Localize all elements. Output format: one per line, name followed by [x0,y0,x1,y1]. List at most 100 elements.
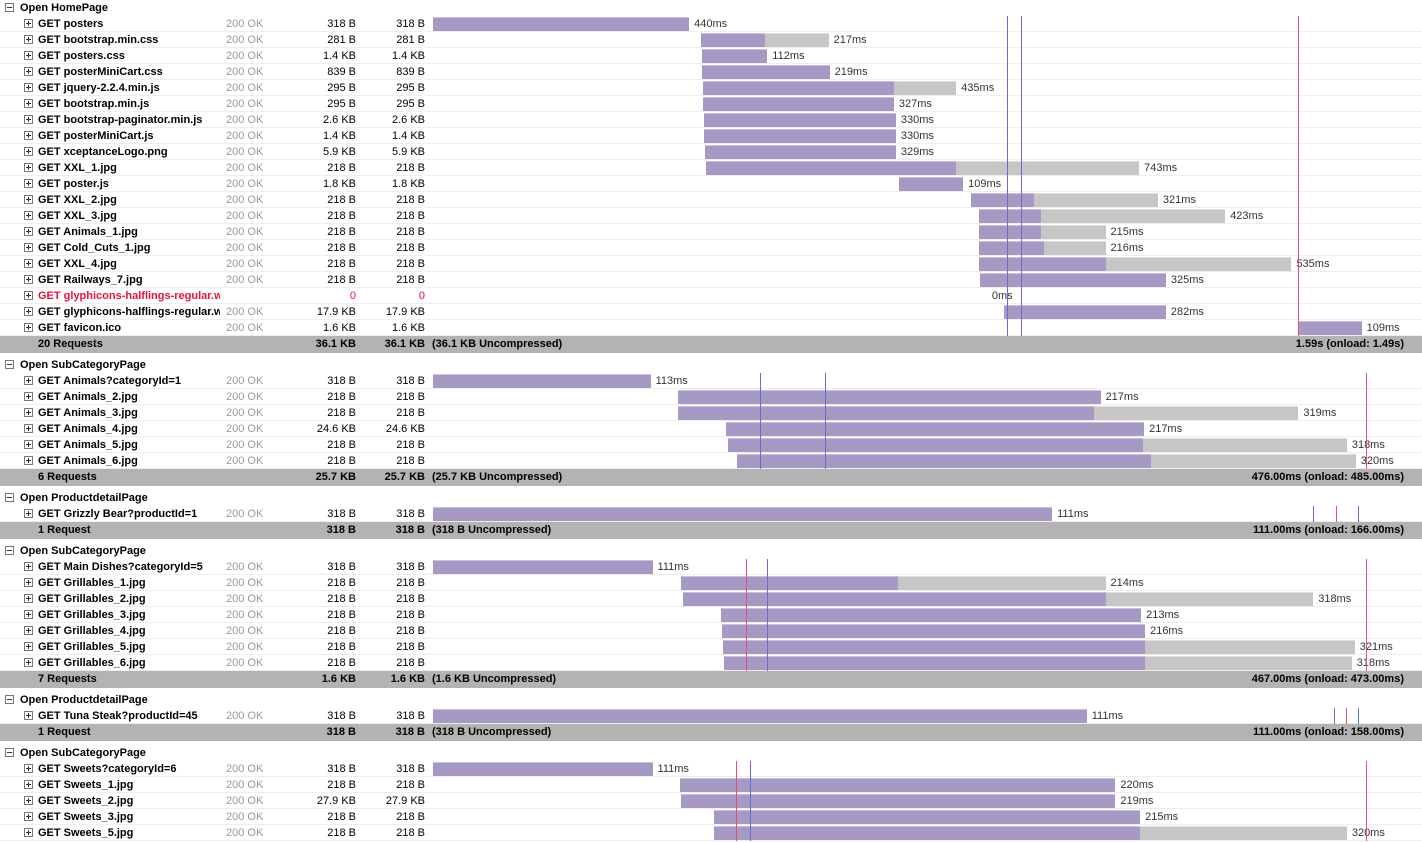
request-size: 1.4 KB [322,50,356,62]
timing-label: 440ms [694,18,728,30]
timing-bar [978,225,1042,239]
group-header[interactable]: Open ProductdetailPage [0,692,1422,708]
expand-icon[interactable] [24,376,33,385]
request-row[interactable]: GET Animals_1.jpg 200 OK 218 B 218 B 215ms [0,224,1422,240]
expand-icon[interactable] [24,323,33,332]
expand-icon[interactable] [24,594,33,603]
request-row[interactable]: GET Grizzly Bear?productId=1 200 OK 318 B 3… [0,506,1422,522]
request-row[interactable]: GET Sweets?categoryId=6 200 OK 318 B 318 B 1… [0,761,1422,777]
request-row[interactable]: GET favicon.ico 200 OK 1.6 KB 1.6 KB 109ms [0,320,1422,336]
expand-icon[interactable] [24,291,33,300]
group-header[interactable]: Open SubCategoryPage [0,357,1422,373]
expand-icon[interactable] [24,275,33,284]
collapse-icon[interactable] [5,3,14,12]
request-row[interactable]: GET Railways_7.jpg 200 OK 218 B 218 B 325ms [0,272,1422,288]
expand-icon[interactable] [24,626,33,635]
expand-icon[interactable] [24,51,33,60]
request-row[interactable]: GET Sweets_1.jpg 200 OK 218 B 218 B 220ms [0,777,1422,793]
expand-icon[interactable] [24,83,33,92]
timing-label: 743ms [1144,162,1178,174]
group-header[interactable]: Open SubCategoryPage [0,543,1422,559]
expand-icon[interactable] [24,243,33,252]
request-row[interactable]: GET Sweets_5.jpg 200 OK 218 B 218 B 320ms [0,825,1422,841]
request-row[interactable]: GET posterMiniCart.css 200 OK 839 B 839 B 21… [0,64,1422,80]
request-size-uncompressed: 218 B [396,609,425,621]
request-row[interactable]: GET Grillables_5.jpg 200 OK 218 B 218 B 321m… [0,639,1422,655]
request-row[interactable]: GET Main Dishes?categoryId=5 200 OK 318 B 3… [0,559,1422,575]
expand-icon[interactable] [24,35,33,44]
expand-icon[interactable] [24,408,33,417]
request-row[interactable]: GET Animals_6.jpg 200 OK 218 B 218 B 320ms [0,453,1422,469]
timing-label: 321ms [1162,194,1196,206]
request-row[interactable]: GET posters 200 OK 318 B 318 B 440ms [0,16,1422,32]
request-row[interactable]: GET poster.js 200 OK 1.8 KB 1.8 KB 109ms [0,176,1422,192]
group-header[interactable]: Open ProductdetailPage [0,490,1422,506]
request-row[interactable]: GET bootstrap.min.js 200 OK 295 B 295 B 327m… [0,96,1422,112]
request-row[interactable]: GET XXL_3.jpg 200 OK 218 B 218 B 423ms [0,208,1422,224]
request-row[interactable]: GET XXL_2.jpg 200 OK 218 B 218 B 321ms [0,192,1422,208]
request-row[interactable]: GET Grillables_4.jpg 200 OK 218 B 218 B 216m… [0,623,1422,639]
request-row[interactable]: GET XXL_1.jpg 200 OK 218 B 218 B 743ms [0,160,1422,176]
request-row[interactable]: GET Grillables_2.jpg 200 OK 218 B 218 B 318m… [0,591,1422,607]
expand-icon[interactable] [24,780,33,789]
expand-icon[interactable] [24,195,33,204]
request-row[interactable]: GET Sweets_2.jpg 200 OK 27.9 KB 27.9 KB 219m… [0,793,1422,809]
collapse-icon[interactable] [5,360,14,369]
expand-icon[interactable] [24,99,33,108]
expand-icon[interactable] [24,67,33,76]
expand-icon[interactable] [24,642,33,651]
expand-icon[interactable] [24,392,33,401]
request-row[interactable]: GET posterMiniCart.js 200 OK 1.4 KB 1.4 KB 3… [0,128,1422,144]
expand-icon[interactable] [24,424,33,433]
expand-icon[interactable] [24,509,33,518]
expand-icon[interactable] [24,19,33,28]
expand-icon[interactable] [24,578,33,587]
request-row[interactable]: GET bootstrap.min.css 200 OK 281 B 281 B 217… [0,32,1422,48]
expand-icon[interactable] [24,828,33,837]
group-summary: 1 Request 318 B 318 B (318 B Uncompressed) 1… [0,724,1422,741]
expand-icon[interactable] [24,456,33,465]
expand-icon[interactable] [24,227,33,236]
group-header[interactable]: Open SubCategoryPage [0,745,1422,761]
expand-icon[interactable] [24,764,33,773]
expand-icon[interactable] [24,163,33,172]
expand-icon[interactable] [24,562,33,571]
request-row[interactable]: GET Sweets_3.jpg 200 OK 218 B 218 B 215ms [0,809,1422,825]
expand-icon[interactable] [24,131,33,140]
request-row[interactable]: GET jquery-2.2.4.min.js 200 OK 295 B 295 B 4… [0,80,1422,96]
expand-icon[interactable] [24,440,33,449]
group-header[interactable]: Open HomePage [0,0,1422,16]
collapse-icon[interactable] [5,493,14,502]
request-row[interactable]: GET posters.css 200 OK 1.4 KB 1.4 KB 112ms [0,48,1422,64]
collapse-icon[interactable] [5,748,14,757]
request-row[interactable]: GET Tuna Steak?productId=45 200 OK 318 B 31… [0,708,1422,724]
request-row[interactable]: GET Animals_4.jpg 200 OK 24.6 KB 24.6 KB 217… [0,421,1422,437]
request-size: 218 B [327,439,356,451]
expand-icon[interactable] [24,658,33,667]
request-row[interactable]: GET Cold_Cuts_1.jpg 200 OK 218 B 218 B 216ms [0,240,1422,256]
request-row[interactable]: GET Animals_5.jpg 200 OK 218 B 218 B 318ms [0,437,1422,453]
expand-icon[interactable] [24,179,33,188]
collapse-icon[interactable] [5,546,14,555]
expand-icon[interactable] [24,796,33,805]
request-row[interactable]: GET Grillables_1.jpg 200 OK 218 B 218 B 214m… [0,575,1422,591]
expand-icon[interactable] [24,307,33,316]
expand-icon[interactable] [24,259,33,268]
request-row[interactable]: GET XXL_4.jpg 200 OK 218 B 218 B 535ms [0,256,1422,272]
request-row[interactable]: GET Animals?categoryId=1 200 OK 318 B 318 B… [0,373,1422,389]
request-row[interactable]: GET xceptanceLogo.png 200 OK 5.9 KB 5.9 KB 3… [0,144,1422,160]
request-row[interactable]: GET Grillables_3.jpg 200 OK 218 B 218 B 213m… [0,607,1422,623]
expand-icon[interactable] [24,711,33,720]
expand-icon[interactable] [24,610,33,619]
expand-icon[interactable] [24,115,33,124]
expand-icon[interactable] [24,812,33,821]
request-row[interactable]: GET glyphicons-halflings-regular.woff200… [0,288,1422,304]
request-row[interactable]: GET Animals_3.jpg 200 OK 218 B 218 B 319ms [0,405,1422,421]
request-row[interactable]: GET Grillables_6.jpg 200 OK 218 B 218 B 318m… [0,655,1422,671]
collapse-icon[interactable] [5,695,14,704]
request-row[interactable]: GET Animals_2.jpg 200 OK 218 B 218 B 217ms [0,389,1422,405]
request-row[interactable]: GET bootstrap-paginator.min.js 200 OK 2.6 … [0,112,1422,128]
expand-icon[interactable] [24,147,33,156]
expand-icon[interactable] [24,211,33,220]
